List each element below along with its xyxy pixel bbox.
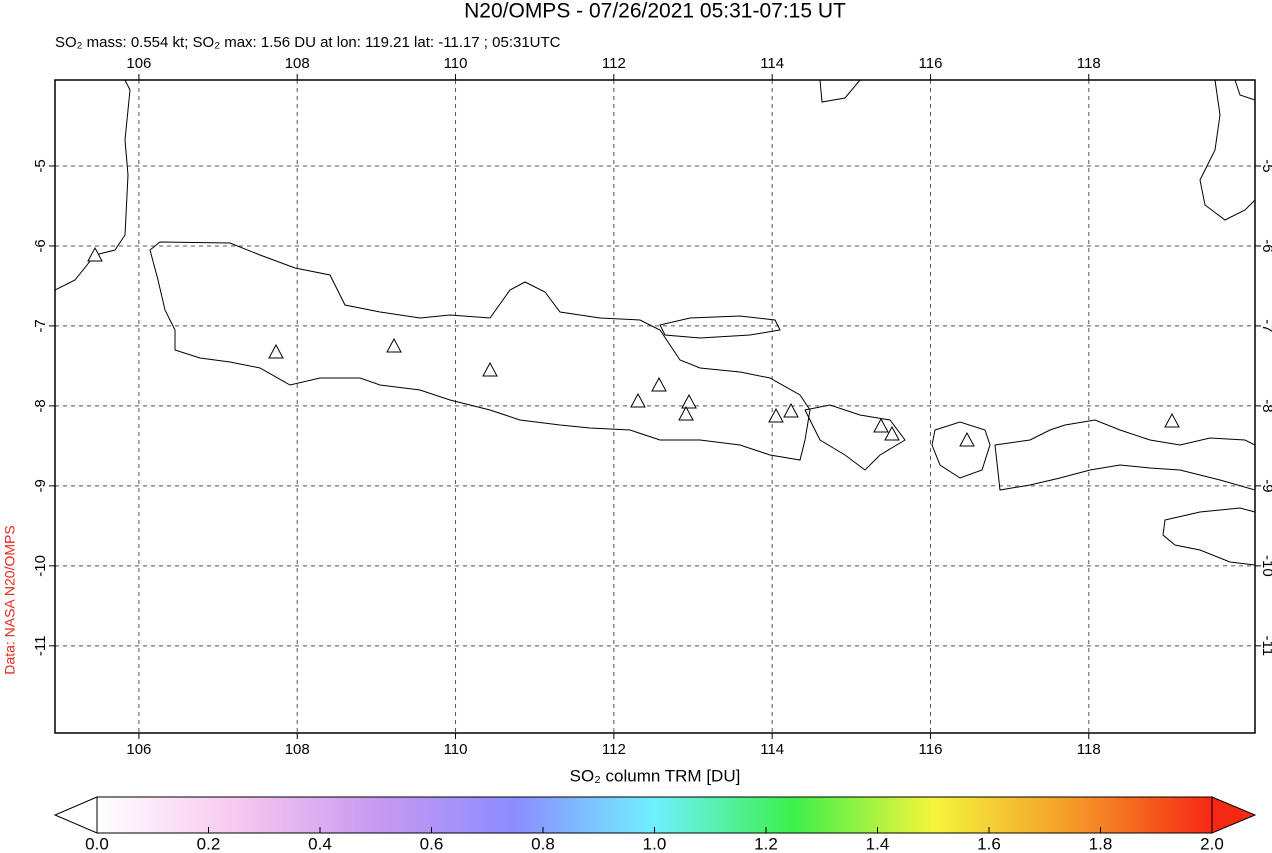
x-tick-label: 118 (1077, 55, 1101, 72)
colorbar-tick-label: 0.6 (420, 834, 444, 853)
x-tick-label: 106 (126, 55, 151, 72)
x-tick-label: 116 (919, 741, 943, 758)
y-tick-label: -7 (1259, 319, 1272, 332)
y-tick-label: -5 (32, 159, 49, 172)
y-tick-label: -6 (32, 239, 49, 252)
colorbar-over-arrow (1211, 796, 1257, 834)
volcano-marker (630, 392, 646, 408)
lombok-coast (931, 421, 991, 479)
colorbar-tick-label: 0.0 (85, 834, 109, 853)
x-tick-label: 114 (760, 741, 784, 758)
colorbar-tick-label: 1.4 (866, 834, 890, 853)
volcano-marker (768, 407, 784, 423)
y-tick-label: -6 (1259, 239, 1272, 252)
colorbar-label: SO₂ column TRM [DU] (570, 766, 741, 785)
volcano-marker (783, 402, 799, 418)
coastlines (55, 80, 1255, 566)
x-tick-label: 118 (1077, 741, 1101, 758)
sulawesi-coast (1199, 80, 1255, 221)
colorbar-tick-label: 1.2 (754, 834, 778, 853)
x-tick-label: 108 (285, 55, 310, 72)
colorbar-tick-label: 1.6 (977, 834, 1001, 853)
credit: Data: NASA N20/OMPS (2, 525, 18, 674)
x-tick-label: 110 (444, 741, 468, 758)
y-tick-label: -10 (1259, 555, 1272, 577)
volcano-marker (959, 431, 975, 447)
sumbawa-coast (994, 419, 1255, 491)
y-tick-label: -9 (32, 479, 49, 492)
y-tick-label: -10 (32, 555, 49, 577)
x-tick-label: 108 (285, 741, 310, 758)
y-tick-label: -7 (32, 319, 49, 332)
colorbar-tick-label: 0.4 (308, 834, 332, 853)
volcano-marker (268, 343, 284, 359)
x-tick-label: 112 (602, 741, 626, 758)
volcano-marker (678, 405, 694, 421)
colorbar-tick-label: 1.8 (1089, 834, 1113, 853)
map-background (55, 80, 1255, 733)
volcano-markers (87, 246, 1180, 447)
title: N20/OMPS - 07/26/2021 05:31-07:15 UT (464, 0, 846, 23)
colorbar-tick-label: 1.0 (643, 834, 667, 853)
colorbar: SO₂ column TRM [DU] 0.0 0.2 0.4 0.6 0.8 1.0 1.… (53, 766, 1257, 853)
x-tick-label: 112 (602, 55, 626, 72)
volcano-marker (482, 361, 498, 377)
java-coast (149, 241, 811, 461)
colorbar-tick-label: 2.0 (1200, 834, 1224, 853)
borneo-coast (819, 80, 861, 103)
volcano-marker (884, 425, 900, 441)
x-tick-label: 106 (126, 741, 151, 758)
sumba-coast (1162, 507, 1255, 566)
madura-coast (659, 315, 781, 339)
y-tick-label: -11 (32, 636, 49, 657)
volcano-marker (386, 337, 402, 353)
sumatra-coast (55, 80, 131, 291)
grid-layer (55, 80, 1255, 733)
y-tick-label: -11 (1259, 636, 1272, 657)
x-tick-label: 116 (919, 55, 943, 72)
y-tick-label: -8 (32, 399, 49, 412)
x-tick-label: 114 (760, 55, 784, 72)
volcano-marker (651, 376, 667, 392)
y-tick-label: -8 (1259, 399, 1272, 412)
y-tick-label: -5 (1259, 159, 1272, 172)
subtitle: SO₂ mass: 0.554 kt; SO₂ max: 1.56 DU at … (55, 34, 561, 51)
volcano-marker (681, 393, 697, 409)
y-tick-label: -9 (1259, 479, 1272, 492)
colorbar-tick-label: 0.2 (197, 834, 221, 853)
bali-coast (804, 404, 906, 471)
map-frame (54, 79, 1256, 734)
borneo-coast-east (1234, 80, 1255, 101)
colorbar-tick-label: 0.8 (531, 834, 555, 853)
volcano-marker (1164, 412, 1180, 428)
x-tick-label: 110 (444, 55, 468, 72)
colorbar-under-arrow (53, 796, 98, 834)
volcano-marker (873, 417, 889, 433)
axes: 106 106 108 108 110 110 112 112 114 114 116 116 118 1… (32, 55, 1272, 758)
volcano-marker (87, 246, 103, 262)
